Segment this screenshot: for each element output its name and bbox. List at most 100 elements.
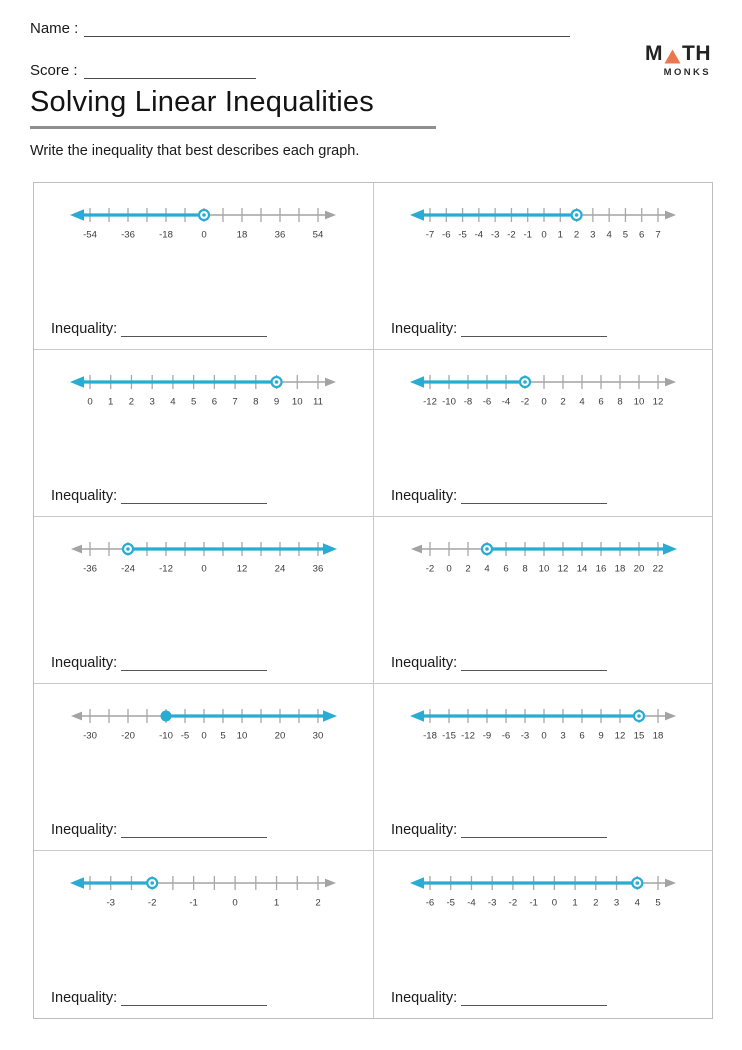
svg-text:0: 0 — [541, 731, 546, 742]
svg-text:4: 4 — [579, 397, 585, 408]
svg-text:10: 10 — [539, 564, 550, 575]
inequality-answer-blank[interactable] — [461, 490, 608, 504]
answer-row: Inequality: — [51, 990, 268, 1006]
name-label: Name : — [30, 20, 79, 37]
svg-text:-10: -10 — [159, 731, 173, 742]
inequality-answer-blank[interactable] — [121, 824, 268, 838]
number-line-graph: -18 -15 -12 -9 -6 -3 0 3 6 9 12 15 18 — [374, 694, 713, 746]
svg-text:14: 14 — [577, 564, 588, 575]
svg-text:-15: -15 — [442, 731, 456, 742]
inequality-answer-blank[interactable] — [121, 490, 268, 504]
answer-row: Inequality: — [391, 655, 608, 671]
svg-text:1: 1 — [108, 397, 113, 408]
logo-triangle-icon — [664, 49, 681, 64]
svg-text:15: 15 — [634, 731, 645, 742]
problem-cell-8: -18 -15 -12 -9 -6 -3 0 3 6 9 12 15 18 Inequality: — [374, 684, 713, 851]
svg-text:-2: -2 — [521, 397, 530, 408]
svg-text:7: 7 — [232, 397, 237, 408]
page-title: Solving Linear Inequalities — [30, 86, 374, 118]
svg-text:-9: -9 — [483, 731, 492, 742]
svg-text:-6: -6 — [502, 731, 511, 742]
svg-text:8: 8 — [253, 397, 258, 408]
inequality-label: Inequality: — [51, 990, 118, 1006]
svg-text:18: 18 — [237, 230, 248, 241]
svg-text:3: 3 — [150, 397, 155, 408]
inequality-label: Inequality: — [51, 488, 118, 504]
svg-text:-3: -3 — [521, 731, 530, 742]
svg-text:-24: -24 — [121, 564, 136, 575]
problem-cell-10: -6 -5 -4 -3 -2 -1 0 1 2 3 4 5 Inequality: — [374, 851, 713, 1018]
number-line-graph: -6 -5 -4 -3 -2 -1 0 1 2 3 4 5 — [374, 861, 713, 913]
problems-grid: -54 -36 -18 0 18 36 54 Inequality: -7 -6 -5 -4 -3-… — [33, 182, 713, 1019]
svg-text:18: 18 — [615, 564, 626, 575]
inequality-answer-blank[interactable] — [461, 824, 608, 838]
svg-text:0: 0 — [87, 397, 92, 408]
inequality-answer-blank[interactable] — [121, 657, 268, 671]
svg-text:-10: -10 — [442, 397, 456, 408]
svg-text:6: 6 — [598, 397, 603, 408]
svg-text:5: 5 — [191, 397, 196, 408]
svg-text:20: 20 — [634, 564, 645, 575]
svg-text:-36: -36 — [83, 564, 97, 575]
inequality-answer-blank[interactable] — [461, 657, 608, 671]
svg-text:16: 16 — [596, 564, 607, 575]
inequality-label: Inequality: — [51, 655, 118, 671]
answer-row: Inequality: — [391, 822, 608, 838]
svg-text:4: 4 — [170, 397, 176, 408]
name-blank[interactable] — [84, 22, 570, 37]
svg-text:54: 54 — [313, 230, 324, 241]
svg-text:6: 6 — [639, 230, 644, 241]
number-line-graph: -7 -6 -5 -4 -3 -2 -1 0 1 2 3 4 5 6 7 — [374, 193, 713, 245]
number-line-graph: 0 1 2 3 4 5 6 7 8 9 10 11 — [34, 360, 373, 412]
svg-text:12: 12 — [653, 397, 664, 408]
svg-text:1: 1 — [572, 898, 577, 909]
logo-letter-m: M — [645, 42, 663, 65]
svg-text:3: 3 — [614, 898, 619, 909]
svg-text:-3: -3 — [488, 898, 497, 909]
name-row: Name : — [30, 20, 570, 37]
inequality-label: Inequality: — [391, 822, 458, 838]
number-line-graph: -2 0 2 4 6 8 10 12 14 16 18 20 22 — [374, 527, 713, 579]
svg-text:6: 6 — [212, 397, 217, 408]
svg-text:3: 3 — [590, 230, 595, 241]
svg-text:12: 12 — [558, 564, 569, 575]
problem-cell-2: -7 -6 -5 -4 -3 -2 -1 0 1 2 3 4 5 6 7 Inequality: — [374, 183, 713, 350]
number-line-graph: -54 -36 -18 0 18 36 54 — [34, 193, 373, 245]
logo-subtext: MONKS — [663, 67, 711, 78]
inequality-label: Inequality: — [51, 822, 118, 838]
svg-text:0: 0 — [552, 898, 557, 909]
number-line-graph: -12 -10 -8 -6 -4 -2 0 2 4 6 8 10 12 — [374, 360, 713, 412]
answer-row: Inequality: — [391, 990, 608, 1006]
problem-cell-4: -12 -10 -8 -6 -4 -2 0 2 4 6 8 10 12 Inequality: — [374, 350, 713, 517]
number-line-graph: -30 -20 -10 -5 0 5 10 20 30 — [34, 694, 373, 746]
inequality-answer-blank[interactable] — [461, 992, 608, 1006]
svg-text:12: 12 — [237, 564, 248, 575]
answer-row: Inequality: — [51, 655, 268, 671]
svg-text:-18: -18 — [159, 230, 173, 241]
svg-text:-2: -2 — [507, 230, 516, 241]
svg-text:9: 9 — [598, 731, 603, 742]
score-blank[interactable] — [83, 64, 256, 79]
inequality-label: Inequality: — [391, 488, 458, 504]
svg-text:-54: -54 — [83, 230, 98, 241]
svg-text:8: 8 — [522, 564, 527, 575]
svg-text:6: 6 — [579, 731, 584, 742]
svg-text:-2: -2 — [148, 898, 157, 909]
svg-text:-2: -2 — [509, 898, 518, 909]
svg-text:-2: -2 — [426, 564, 435, 575]
svg-text:8: 8 — [617, 397, 622, 408]
inequality-answer-blank[interactable] — [121, 992, 268, 1006]
problem-cell-5: -36 -24 -12 0 12 24 36 Inequality: — [34, 517, 374, 684]
svg-text:2: 2 — [593, 898, 598, 909]
svg-text:10: 10 — [237, 731, 248, 742]
inequality-answer-blank[interactable] — [121, 323, 268, 337]
svg-text:-4: -4 — [502, 397, 511, 408]
svg-text:2: 2 — [315, 898, 320, 909]
svg-text:-3: -3 — [491, 230, 500, 241]
answer-row: Inequality: — [51, 488, 268, 504]
svg-text:-5: -5 — [458, 230, 467, 241]
inequality-label: Inequality: — [391, 990, 458, 1006]
svg-text:7: 7 — [655, 230, 660, 241]
inequality-answer-blank[interactable] — [461, 323, 608, 337]
